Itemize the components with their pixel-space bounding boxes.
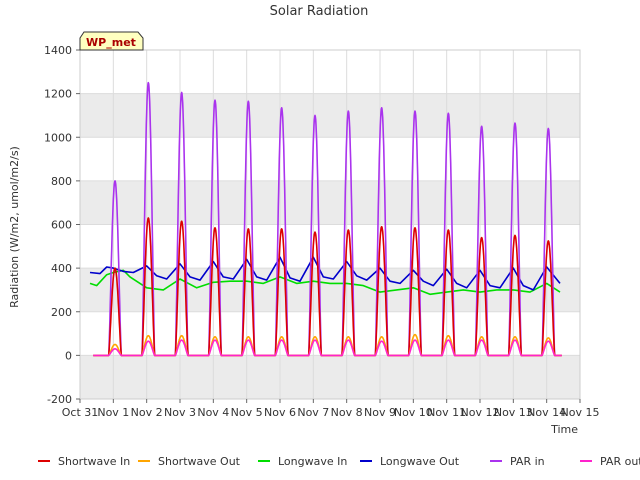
legend-item-par-in: PAR in xyxy=(490,455,545,468)
y-tick-label: 1400 xyxy=(44,44,72,57)
x-tick-label: Nov 15 xyxy=(561,406,600,419)
x-axis-label: Time xyxy=(550,423,578,436)
y-tick-label: 800 xyxy=(51,175,72,188)
x-tick-label: Nov 13 xyxy=(494,406,533,419)
x-tick-label: Oct 31 xyxy=(62,406,99,419)
x-tick-label: Nov 8 xyxy=(331,406,363,419)
x-tick-label: Nov 6 xyxy=(264,406,296,419)
legend-item-longwave-out: Longwave Out xyxy=(360,455,460,468)
y-tick-label: 0 xyxy=(65,349,72,362)
plot-band xyxy=(80,180,580,225)
x-tick-label: Nov 10 xyxy=(394,406,433,419)
x-tick-label: Nov 7 xyxy=(297,406,329,419)
legend-item-shortwave-in: Shortwave In xyxy=(38,455,130,468)
x-tick-label: Nov 14 xyxy=(527,406,566,419)
series-line-par-out xyxy=(92,339,563,357)
x-tick-label: Nov 12 xyxy=(461,406,500,419)
series-layer xyxy=(89,81,563,357)
y-tick-label: 200 xyxy=(51,306,72,319)
legend: Shortwave In Shortwave Out Longwave In Long… xyxy=(38,455,640,468)
legend-label: Shortwave Out xyxy=(158,455,241,468)
x-tick-label: Nov 4 xyxy=(197,406,229,419)
x-tick-label: Nov 2 xyxy=(131,406,163,419)
legend-label: PAR out xyxy=(600,455,640,468)
legend-item-longwave-in: Longwave In xyxy=(258,455,347,468)
y-tick-label: 1000 xyxy=(44,131,72,144)
legend-label: PAR in xyxy=(510,455,545,468)
x-tick-label: Nov 5 xyxy=(231,406,263,419)
legend-label: Longwave In xyxy=(278,455,347,468)
legend-label: Longwave Out xyxy=(380,455,460,468)
plot-band xyxy=(80,355,580,399)
y-tick-label: 600 xyxy=(51,219,72,232)
y-tick-label: -200 xyxy=(47,393,72,406)
x-tick-label: Nov 9 xyxy=(364,406,396,419)
axes: Oct 31 Nov 1 Nov 2 Nov 3 Nov 4 Nov 5 Nov 6 Nov … xyxy=(44,44,599,419)
y-axis-label: Radiation (W/m2, umol/m2/s) xyxy=(8,146,21,308)
y-tick-label: 400 xyxy=(51,262,72,275)
x-tick-label: Nov 11 xyxy=(427,406,466,419)
plot-band xyxy=(80,93,580,138)
chart-title: Solar Radiation xyxy=(270,4,369,19)
legend-item-shortwave-out: Shortwave Out xyxy=(138,455,241,468)
station-label-box: WP_met xyxy=(79,31,144,51)
y-tick-label: 1200 xyxy=(44,88,72,101)
station-label: WP_met xyxy=(86,36,136,49)
x-tick-label: Nov 1 xyxy=(97,406,129,419)
legend-label: Shortwave In xyxy=(58,455,130,468)
legend-item-par-out: PAR out xyxy=(580,455,640,468)
x-tick-label: Nov 3 xyxy=(164,406,196,419)
